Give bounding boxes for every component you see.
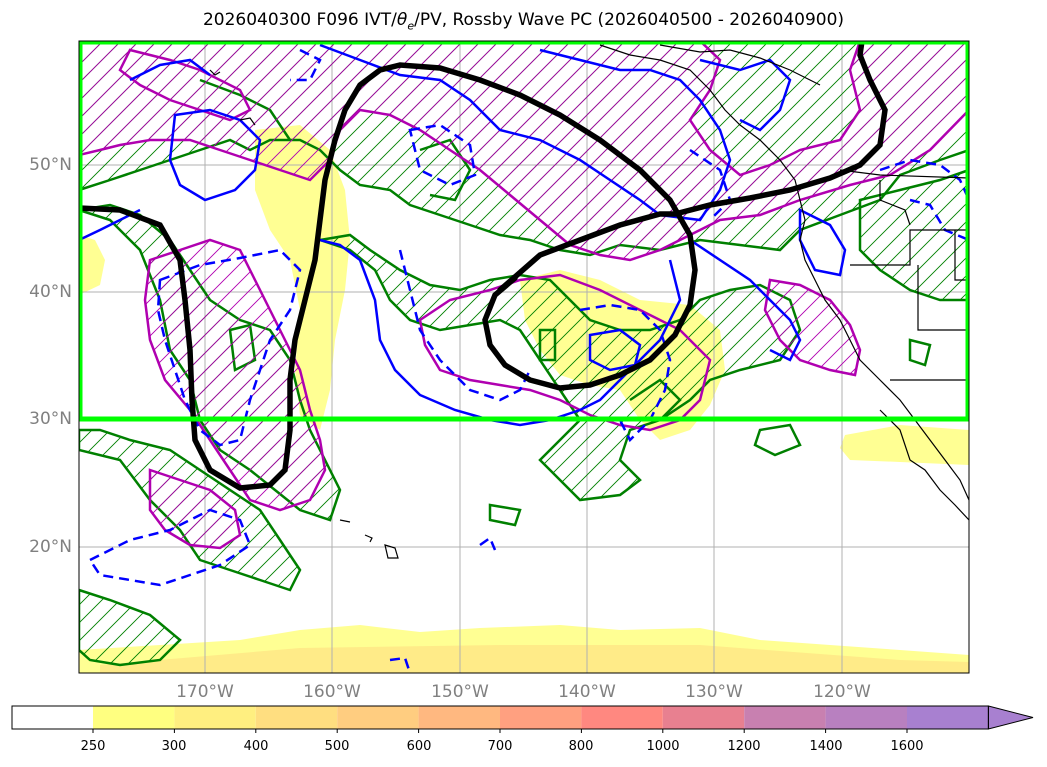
highlight-box	[79, 41, 969, 422]
colorbar-segment	[907, 706, 989, 729]
colorbar-segment	[581, 706, 663, 729]
ivt-fill-inner	[100, 645, 969, 673]
lat-label-20n: 20°N	[29, 537, 72, 557]
colorbar-segment	[337, 706, 419, 729]
colorbar-segment	[662, 706, 745, 729]
theta-e-blue-dashed	[88, 48, 969, 673]
colorbar-label-800: 800	[568, 739, 594, 754]
lon-label-160w: 160°W	[303, 682, 361, 702]
map-border	[78, 40, 970, 674]
ivt-fill-west-band	[255, 125, 350, 430]
colorbar-label-500: 500	[324, 739, 350, 754]
lon-label-120w: 120°W	[813, 682, 871, 702]
colorbar-segment	[93, 706, 175, 729]
colorbar-segment	[12, 706, 93, 729]
lon-label-150w: 150°W	[431, 682, 489, 702]
colorbar-label-700: 700	[487, 739, 513, 754]
magenta-region-east	[763, 278, 862, 377]
title-theta: θ	[396, 10, 408, 30]
colorbar-extend-arrow	[987, 705, 1034, 730]
colorbar-label-1600: 1600	[890, 739, 924, 754]
colorbar-segment	[500, 706, 582, 729]
colorbar-label-250: 250	[80, 739, 106, 754]
title-theta-sub: e	[407, 19, 415, 33]
colorbar-label-400: 400	[243, 739, 269, 754]
lat-label-50n: 50°N	[29, 155, 72, 175]
colorbar	[11, 705, 1034, 733]
title-rest: /PV, Rossby Wave PC (2026040500 - 202604…	[414, 10, 845, 30]
lon-label-170w: 170°W	[176, 682, 234, 702]
colorbar-label-1400: 1400	[809, 739, 843, 754]
title-main: 2026040300 F096 IVT/	[202, 10, 397, 30]
colorbar-label-600: 600	[406, 739, 432, 754]
lon-label-130w: 130°W	[685, 682, 743, 702]
colorbar-label-1200: 1200	[727, 739, 761, 754]
colorbar-segment	[174, 706, 256, 729]
map-area	[79, 41, 969, 673]
map-title: 2026040300 F096 IVT/θe/PV, Rossby Wave P…	[0, 10, 1047, 32]
rossby-wave-black-contours	[79, 41, 888, 491]
green-region-far-sw	[79, 588, 182, 667]
colorbar-label-1000: 1000	[646, 739, 680, 754]
lat-label-40n: 40°N	[29, 282, 72, 302]
colorbar-segment	[255, 706, 338, 729]
colorbar-segment	[825, 706, 907, 729]
colorbar-label-300: 300	[161, 739, 187, 754]
lon-label-140w: 140°W	[558, 682, 616, 702]
green-region-central	[319, 233, 802, 502]
ivt-fill-west-edge	[79, 235, 105, 295]
colorbar-segment	[744, 706, 826, 729]
lat-label-30n: 30°N	[29, 409, 72, 429]
colorbar-segment	[418, 706, 500, 729]
